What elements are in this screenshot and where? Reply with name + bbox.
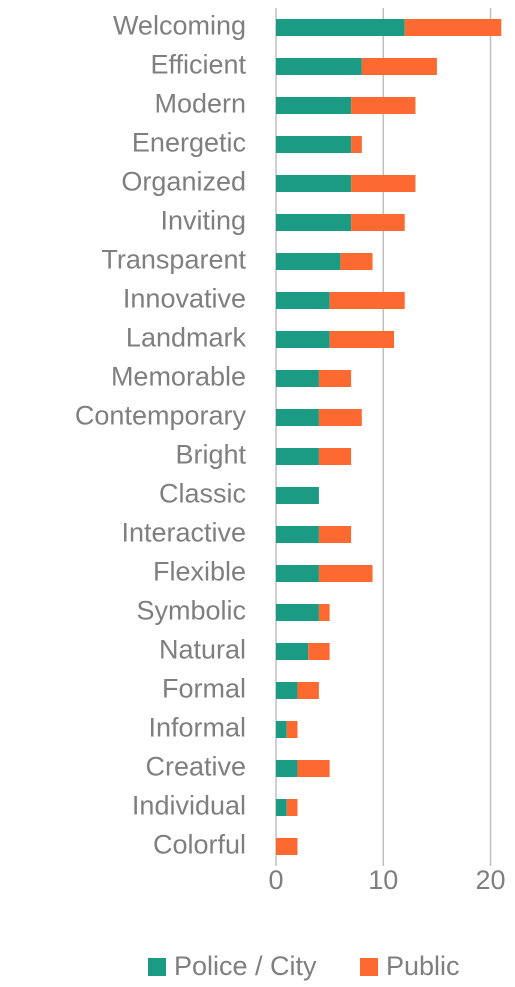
bar-segment bbox=[404, 19, 502, 36]
y-tick-label: Natural bbox=[159, 635, 246, 665]
bar-segment bbox=[318, 448, 352, 465]
y-tick-label: Memorable bbox=[111, 362, 246, 392]
legend-swatch bbox=[360, 958, 378, 976]
bar-segment bbox=[276, 292, 330, 309]
bar-segment bbox=[276, 721, 287, 738]
y-tick-label: Creative bbox=[145, 752, 246, 782]
bar-segment bbox=[276, 331, 330, 348]
y-tick-label: Organized bbox=[121, 167, 246, 197]
bar-segment bbox=[318, 409, 362, 426]
y-tick-label: Interactive bbox=[121, 518, 246, 548]
x-tick-label: 0 bbox=[268, 865, 283, 895]
bar-segment bbox=[276, 604, 319, 621]
y-tick-label: Classic bbox=[159, 479, 246, 509]
bar-segment bbox=[276, 760, 298, 777]
legend-swatch bbox=[148, 958, 166, 976]
bar-segment bbox=[276, 409, 319, 426]
y-tick-label: Innovative bbox=[123, 284, 246, 314]
x-tick-label: 10 bbox=[368, 865, 398, 895]
y-tick-label: Energetic bbox=[132, 128, 246, 158]
bar-segment bbox=[318, 604, 330, 621]
bar-segment bbox=[351, 175, 416, 192]
bar-segment bbox=[276, 370, 319, 387]
y-tick-label: Contemporary bbox=[75, 401, 247, 431]
y-tick-label: Informal bbox=[148, 713, 246, 743]
y-tick-label: Modern bbox=[154, 89, 246, 119]
x-tick-label: 20 bbox=[476, 865, 506, 895]
legend-label: Police / City bbox=[174, 951, 317, 981]
bar-segment bbox=[329, 292, 405, 309]
bar-segment bbox=[329, 331, 394, 348]
y-tick-label: Symbolic bbox=[136, 596, 246, 626]
bar-segment bbox=[276, 175, 352, 192]
bar-segment bbox=[318, 565, 373, 582]
bar-segment bbox=[297, 760, 330, 777]
y-tick-label: Individual bbox=[132, 791, 246, 821]
bar-segment bbox=[351, 136, 362, 153]
y-tick-label: Transparent bbox=[101, 245, 246, 275]
bar-segment bbox=[276, 838, 298, 855]
bar-segment bbox=[276, 253, 341, 270]
y-tick-label: Welcoming bbox=[113, 11, 246, 41]
bar-segment bbox=[276, 136, 352, 153]
bar-segment bbox=[318, 370, 352, 387]
bar-segment bbox=[351, 214, 405, 231]
y-tick-label: Bright bbox=[175, 440, 246, 470]
bar-segment bbox=[276, 19, 405, 36]
bar-segment bbox=[276, 682, 298, 699]
bar-segment bbox=[318, 526, 352, 543]
bar-segment bbox=[276, 487, 319, 504]
bar-segment bbox=[286, 721, 298, 738]
y-tick-label: Colorful bbox=[153, 830, 246, 860]
legend-label: Public bbox=[386, 951, 460, 981]
bar-segment bbox=[276, 565, 319, 582]
bar-segment bbox=[276, 799, 287, 816]
bar-segment bbox=[276, 643, 309, 660]
bar-segment bbox=[308, 643, 330, 660]
y-tick-label: Formal bbox=[162, 674, 246, 704]
bar-segment bbox=[340, 253, 373, 270]
bar-segment bbox=[276, 97, 352, 114]
y-tick-label: Landmark bbox=[126, 323, 247, 353]
y-tick-label: Inviting bbox=[160, 206, 246, 236]
bar-segment bbox=[276, 448, 319, 465]
bar-segment bbox=[297, 682, 319, 699]
bar-segment bbox=[276, 526, 319, 543]
y-tick-label: Efficient bbox=[150, 50, 246, 80]
y-tick-label: Flexible bbox=[153, 557, 246, 587]
bar-segment bbox=[276, 214, 352, 231]
bar-segment bbox=[286, 799, 298, 816]
bar-segment bbox=[351, 97, 416, 114]
bar-segment bbox=[361, 58, 437, 75]
bar-segment bbox=[276, 58, 362, 75]
